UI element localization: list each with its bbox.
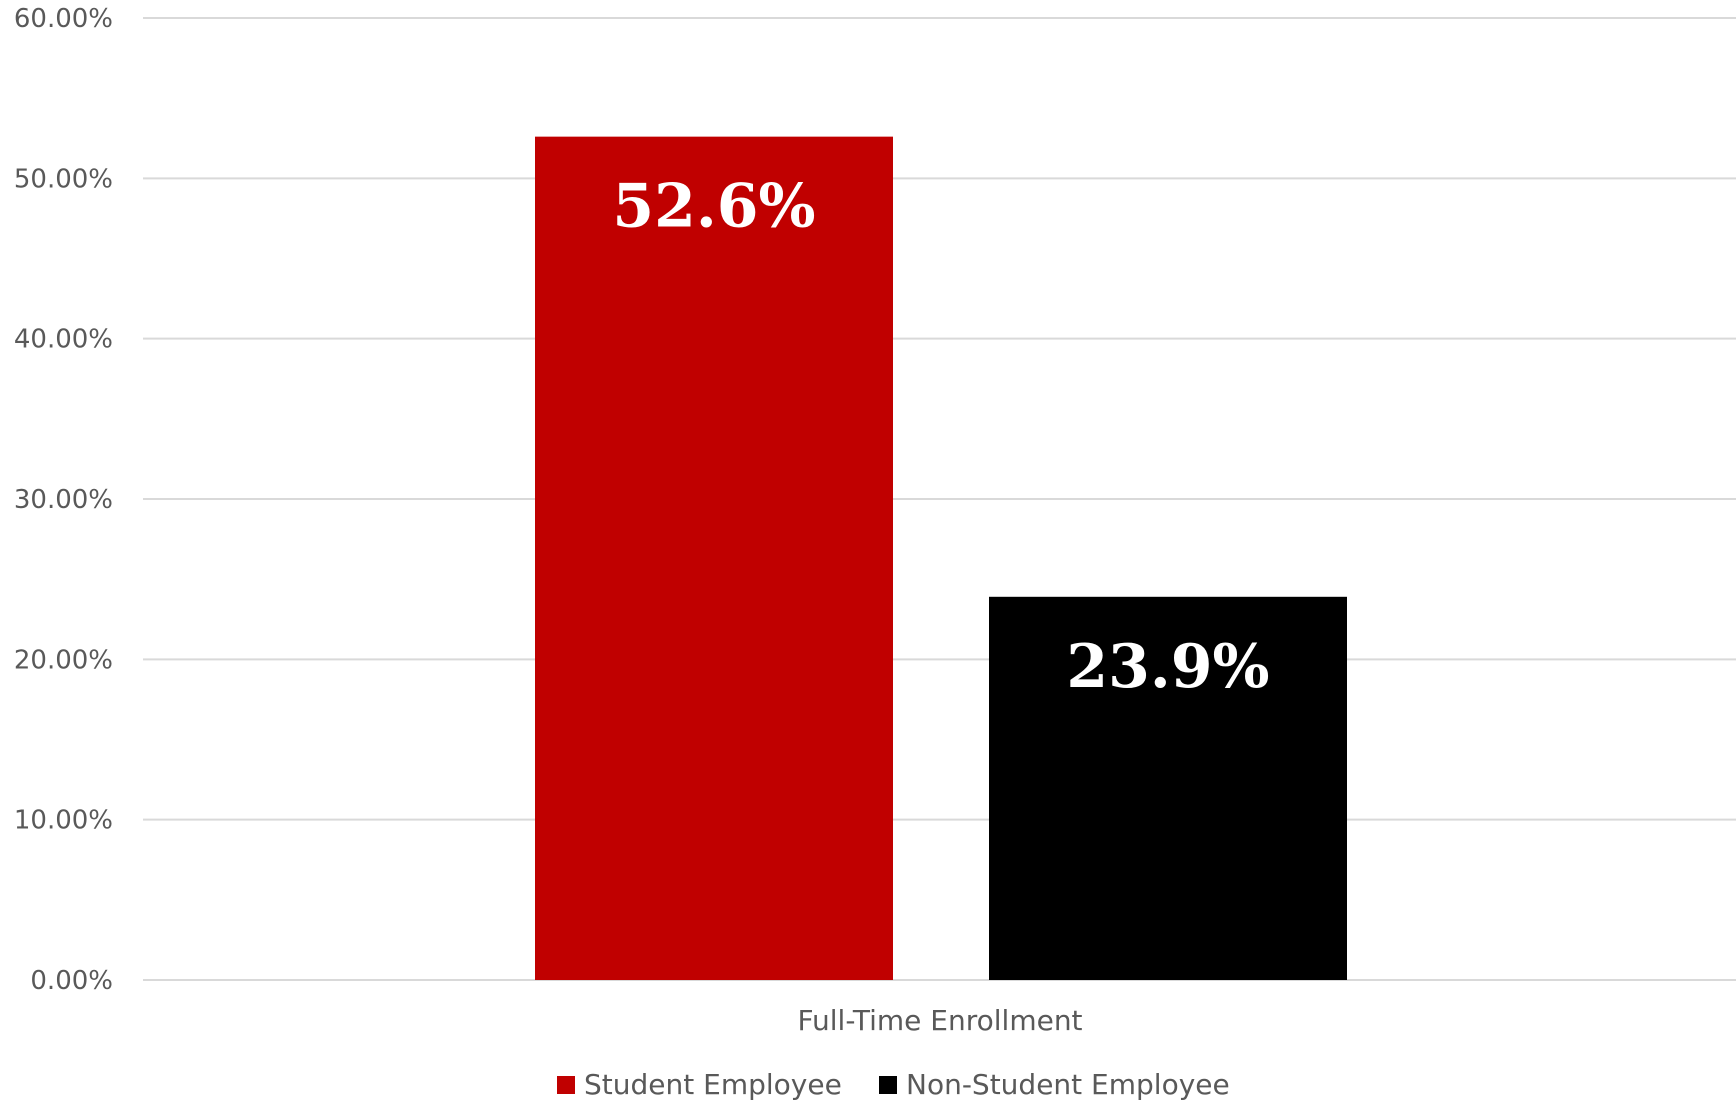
bars (535, 136, 1347, 980)
legend-swatch (879, 1076, 897, 1094)
y-tick-label: 40.00% (14, 325, 113, 355)
gridlines (143, 17, 1736, 981)
legend-label: Student Employee (584, 1068, 842, 1101)
y-tick-label: 60.00% (14, 4, 113, 34)
x-axis-category-labels: Full-Time Enrollment (797, 1004, 1082, 1037)
legend-label: Non-Student Employee (906, 1068, 1230, 1101)
legend-swatch (557, 1076, 575, 1094)
y-tick-label: 50.00% (14, 164, 113, 194)
bar-student-employee (535, 136, 893, 980)
legend: Student Employee Non-Student Employee (557, 1068, 1230, 1101)
data-label: 52.6% (612, 172, 815, 242)
x-category-label: Full-Time Enrollment (797, 1004, 1082, 1037)
y-axis-tick-labels: 0.00% 10.00% 20.00% 30.00% 40.00% 50.00% 60.00… (14, 4, 113, 996)
y-tick-label: 30.00% (14, 485, 113, 515)
y-tick-label: 10.00% (14, 806, 113, 836)
data-labels: 52.6% 23.9% (612, 172, 1269, 702)
y-tick-label: 0.00% (30, 966, 113, 996)
data-label: 23.9% (1066, 632, 1269, 702)
y-tick-label: 20.00% (14, 645, 113, 675)
bar-non-student-employee (989, 596, 1347, 980)
